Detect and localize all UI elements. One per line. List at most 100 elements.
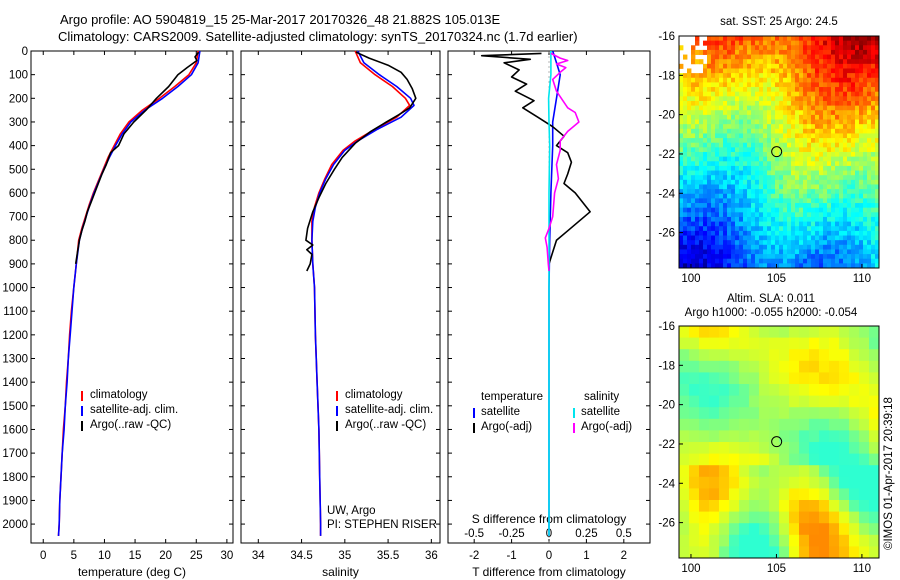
- sst_map-cell: [715, 105, 720, 111]
- sst_map-cell: [851, 244, 856, 250]
- sst_map-cell: [811, 77, 816, 83]
- sst_map-cell: [767, 96, 772, 102]
- sst_map-cell: [687, 170, 692, 176]
- sst_map-cell: [747, 230, 752, 236]
- sst_map-cell: [847, 49, 852, 55]
- sst_map-cell: [843, 54, 848, 60]
- sst_map-cell: [767, 138, 772, 144]
- sst_map-cell: [795, 254, 800, 260]
- sst_map-cell: [851, 165, 856, 171]
- sst_map-cell: [743, 142, 748, 148]
- sst_map-cell: [843, 249, 848, 255]
- sst_map-cell: [819, 170, 824, 176]
- sst_map-cell: [779, 198, 784, 204]
- sst_map-cell: [759, 161, 764, 167]
- sst_map-cell: [783, 59, 788, 65]
- sst_map-cell: [867, 161, 872, 167]
- sst_map-cell: [867, 45, 872, 51]
- sst_map-cell: [739, 87, 744, 93]
- sst_map-cell: [747, 203, 752, 209]
- sst_map-cell: [755, 40, 760, 46]
- sla_map-cell: [799, 523, 810, 536]
- sst_map-cell: [683, 258, 688, 264]
- sla_map-cell: [679, 453, 690, 466]
- sst_map-cell: [771, 147, 776, 153]
- sst_map-cell: [727, 124, 732, 130]
- sst_map-cell: [695, 133, 700, 139]
- sst_map-cell: [691, 189, 696, 195]
- sst_map-cell: [811, 198, 816, 204]
- sst_map-cell: [683, 54, 688, 60]
- sst_map-cell: [863, 203, 868, 209]
- sst_map-cell: [747, 73, 752, 79]
- sst_map-cell: [831, 54, 836, 60]
- sla_map-cell: [749, 476, 760, 489]
- sst_map-cell: [751, 73, 756, 79]
- sla_map-cell: [769, 430, 780, 443]
- sst_map-cell: [855, 77, 860, 83]
- sst_map-ytick-label: -18: [658, 70, 675, 82]
- sst_map-cell: [775, 68, 780, 74]
- sst_map-cell: [839, 142, 844, 148]
- sst_map-cell: [687, 249, 692, 255]
- sst_map-cell: [843, 240, 848, 246]
- sst_map-cell: [823, 100, 828, 106]
- sst_map-cell: [875, 87, 879, 93]
- depth-tick-label: 1700: [2, 448, 28, 460]
- depth-tick-label: 1500: [2, 401, 28, 413]
- sst_map-cell: [715, 156, 720, 162]
- sst_map-cell: [703, 124, 708, 130]
- sst_map-cell: [791, 184, 796, 190]
- sst_map-cell: [691, 110, 696, 116]
- sst_map-cell: [751, 100, 756, 106]
- sla_map-cell: [689, 476, 700, 489]
- sst_map-cell: [727, 87, 732, 93]
- sst_map-cell: [691, 263, 696, 268]
- sst_map-cell: [763, 175, 768, 181]
- sst_map-cell: [799, 207, 804, 213]
- sst_map-cell: [843, 110, 848, 116]
- sst_map-cell: [843, 142, 848, 148]
- sst_map-cell: [735, 212, 740, 218]
- sla_map-cell: [809, 326, 820, 338]
- sst_map-cell: [819, 254, 824, 260]
- sst_map-cell: [787, 254, 792, 260]
- sst_map-cell: [831, 82, 836, 88]
- sst_map-cell: [767, 170, 772, 176]
- sla_map-cell: [749, 500, 760, 512]
- sst_map-cell: [751, 207, 756, 213]
- sst_map-cell: [827, 193, 832, 199]
- sst_map-cell: [875, 63, 879, 69]
- sst_map-cell: [775, 156, 780, 162]
- chart-salinity: 34 34.5 35 35.5 36salinityclimatologysatelli…: [240, 50, 441, 579]
- sst_map-cell: [691, 49, 696, 55]
- sla_map-cell: [829, 453, 840, 466]
- legend-label: climatology: [345, 389, 403, 401]
- sst_map-cell: [687, 240, 692, 246]
- sst_map-cell: [855, 142, 860, 148]
- sst_map-cell: [799, 249, 804, 255]
- sst_map-cell: [711, 249, 716, 255]
- sst_map-cell: [803, 179, 808, 185]
- sst_map-cell: [863, 249, 868, 255]
- sst_map-cell: [859, 198, 864, 204]
- sst_map-cell: [743, 40, 748, 46]
- sst_map-cell: [819, 184, 824, 190]
- depth-tick-label: 1800: [2, 472, 28, 484]
- sst_map-cell: [723, 156, 728, 162]
- sst_map-cell: [715, 91, 720, 97]
- sst_map-cell: [783, 133, 788, 139]
- sst_map-cell: [735, 142, 740, 148]
- sst_map-cell: [835, 105, 840, 111]
- sst_map-cell: [763, 91, 768, 97]
- sst_map-cell: [823, 49, 828, 55]
- sst_map-cell: [735, 189, 740, 195]
- sst_map-cell: [727, 138, 732, 144]
- sst_map-cell: [739, 73, 744, 79]
- sst_map-cell: [759, 184, 764, 190]
- chart-temperature: 0 5 10 15 20 25 300100200300400500600700800900…: [2, 46, 234, 579]
- sla_map-cell: [709, 349, 720, 362]
- sst_map-cell: [735, 175, 740, 181]
- sst_map-cell: [755, 133, 760, 139]
